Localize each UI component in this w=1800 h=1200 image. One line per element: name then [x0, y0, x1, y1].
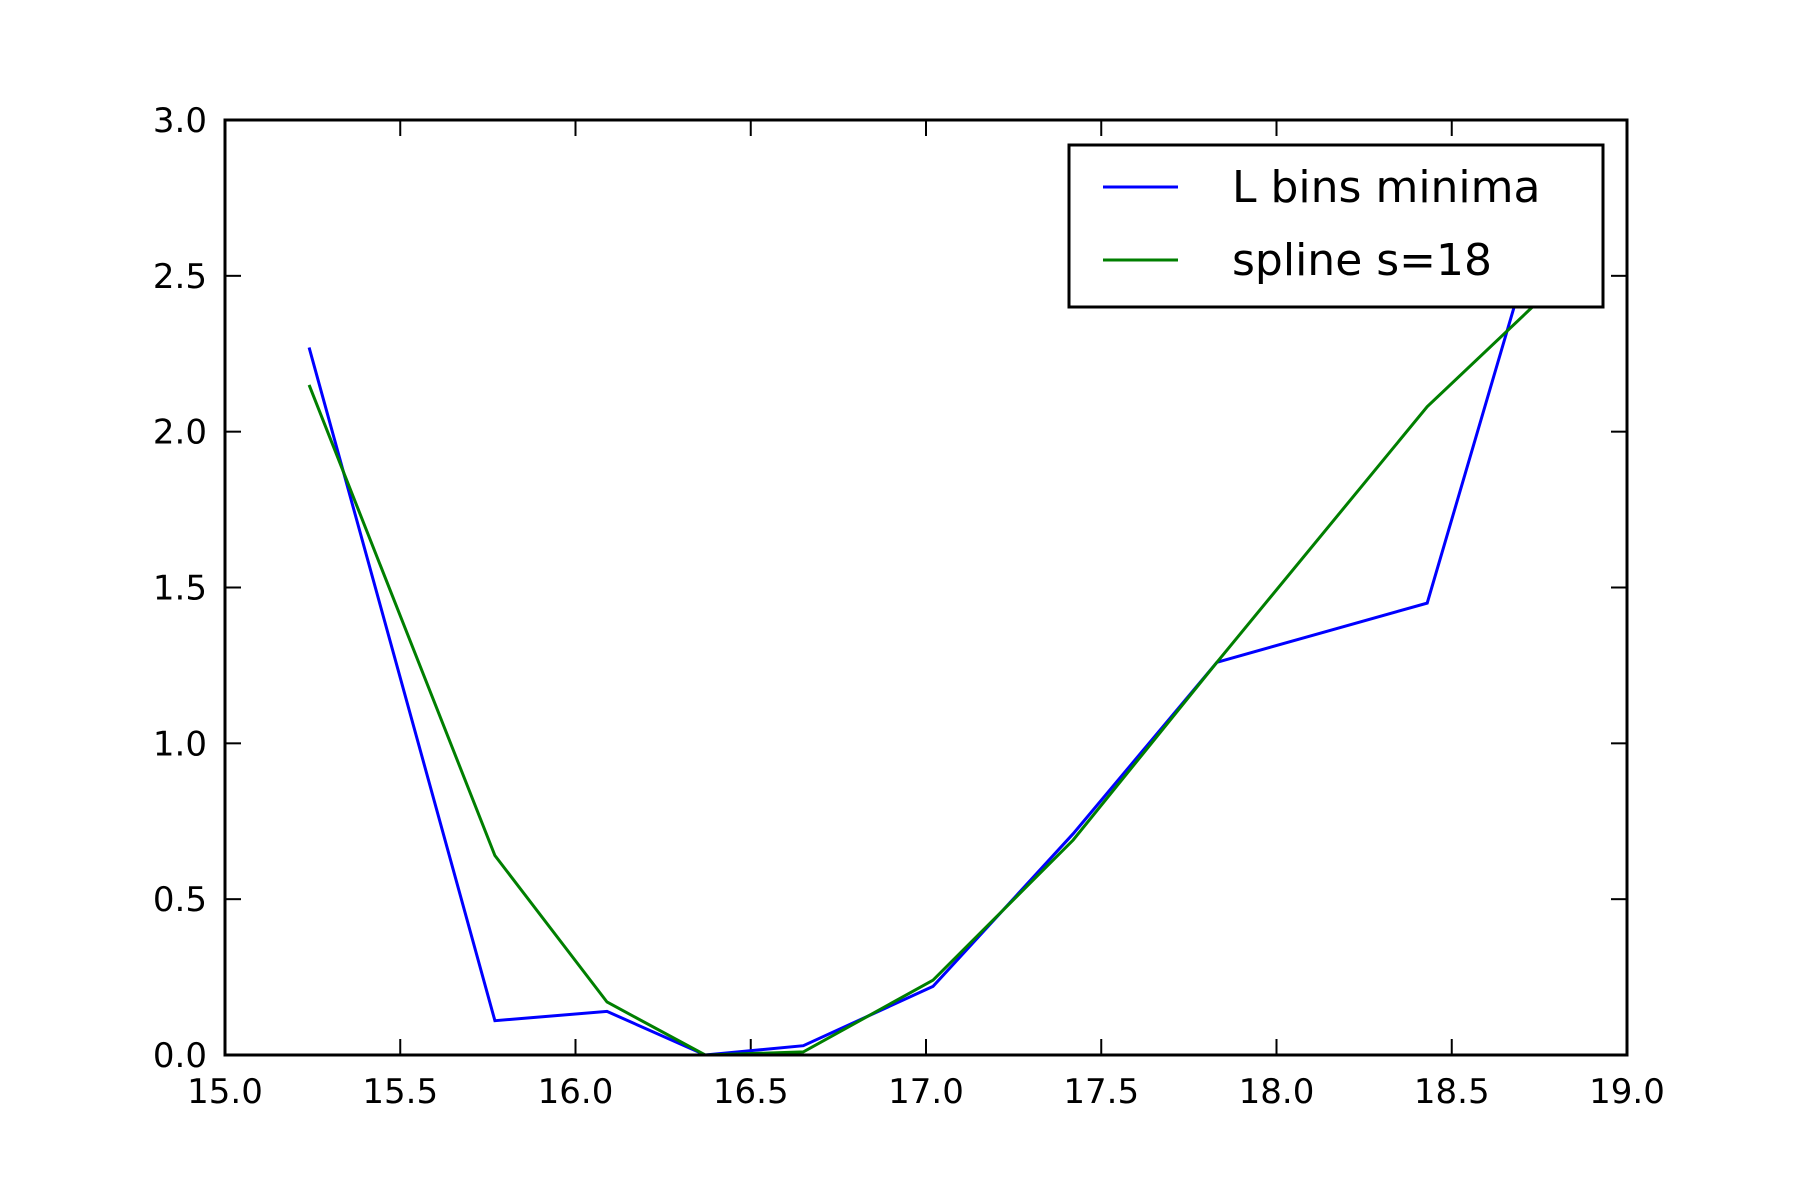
y-tick-label: 1.5: [153, 569, 207, 609]
x-tick-label: 19.0: [1589, 1072, 1665, 1112]
plot-frame: [223, 118, 1629, 1057]
y-tick-label: 0.0: [153, 1036, 207, 1076]
legend: L bins minima spline s=18: [1067, 143, 1605, 309]
x-tick-label: 16.0: [538, 1072, 614, 1112]
legend-box: [1067, 143, 1605, 309]
legend-label-l-bins-minima: L bins minima: [1232, 162, 1540, 213]
x-tick-label: 17.0: [888, 1072, 964, 1112]
y-tick-label: 1.0: [153, 724, 207, 764]
legend-label-spline: spline s=18: [1232, 235, 1492, 286]
x-tick-label: 18.5: [1414, 1072, 1490, 1112]
y-tick-label: 2.0: [153, 413, 207, 453]
x-tick-label: 16.5: [713, 1072, 789, 1112]
series-layer: [307, 244, 1534, 1057]
x-tick-label: 17.5: [1063, 1072, 1139, 1112]
ticks-layer: 15.0 15.5 16.0 16.5 17.0 17.5 18.0 18.5 19.0 0.0 0…: [153, 101, 1665, 1112]
x-tick-label: 18.0: [1239, 1072, 1315, 1112]
x-tick-label: 15.0: [187, 1072, 263, 1112]
y-tick-label: 2.5: [153, 257, 207, 297]
series-line-1: [307, 305, 1534, 1057]
x-tick-label: 15.5: [362, 1072, 438, 1112]
y-tick-label: 0.5: [153, 880, 207, 920]
y-tick-label: 3.0: [153, 101, 207, 141]
